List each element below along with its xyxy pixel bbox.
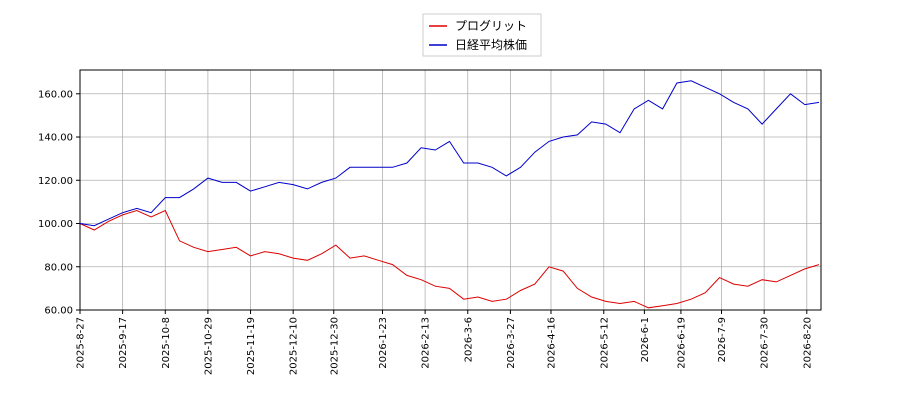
- y-tick-label: 140.00: [38, 133, 73, 144]
- x-tick-label: 2026-7-9: [717, 317, 728, 362]
- x-tick-label: 2025-10-29: [203, 317, 214, 375]
- x-tick-label: 2025-8-27: [76, 317, 87, 369]
- x-tick-label: 2026-4-16: [546, 317, 557, 369]
- x-tick-label: 2025-12-30: [329, 317, 340, 375]
- x-tick-label: 2025-11-19: [246, 317, 257, 375]
- x-tick-label: 2026-2-13: [421, 317, 432, 369]
- x-tick-label: 2026-6-1: [640, 317, 651, 362]
- x-tick-label: 2026-3-6: [463, 317, 474, 362]
- series-line: [79, 80, 820, 227]
- x-tick-label: 2026-8-20: [802, 317, 813, 369]
- legend-frame: [422, 13, 542, 57]
- x-tick-label: 2026-1-23: [378, 317, 389, 369]
- y-tick-label: 120.00: [38, 176, 73, 187]
- y-tick-label: 100.00: [38, 219, 73, 230]
- legend-label: プログリット: [455, 19, 527, 33]
- x-tick-label: 2025-10-8: [161, 317, 172, 369]
- series-line: [79, 209, 820, 309]
- x-tick-label: 2026-7-30: [760, 317, 771, 369]
- y-tick-label: 60.00: [44, 306, 73, 317]
- x-tick-label: 2025-12-10: [289, 317, 300, 375]
- legend-label: 日経平均株価: [455, 37, 527, 52]
- plot-frame: [79, 69, 822, 311]
- x-tick-label: 2025-9-17: [118, 317, 129, 369]
- y-tick-label: 80.00: [44, 262, 73, 273]
- x-tick-label: 2026-6-19: [676, 317, 687, 369]
- y-tick-label: 160.00: [38, 89, 73, 100]
- x-tick-label: 2026-3-27: [506, 317, 517, 369]
- x-tick-label: 2026-5-12: [599, 317, 610, 369]
